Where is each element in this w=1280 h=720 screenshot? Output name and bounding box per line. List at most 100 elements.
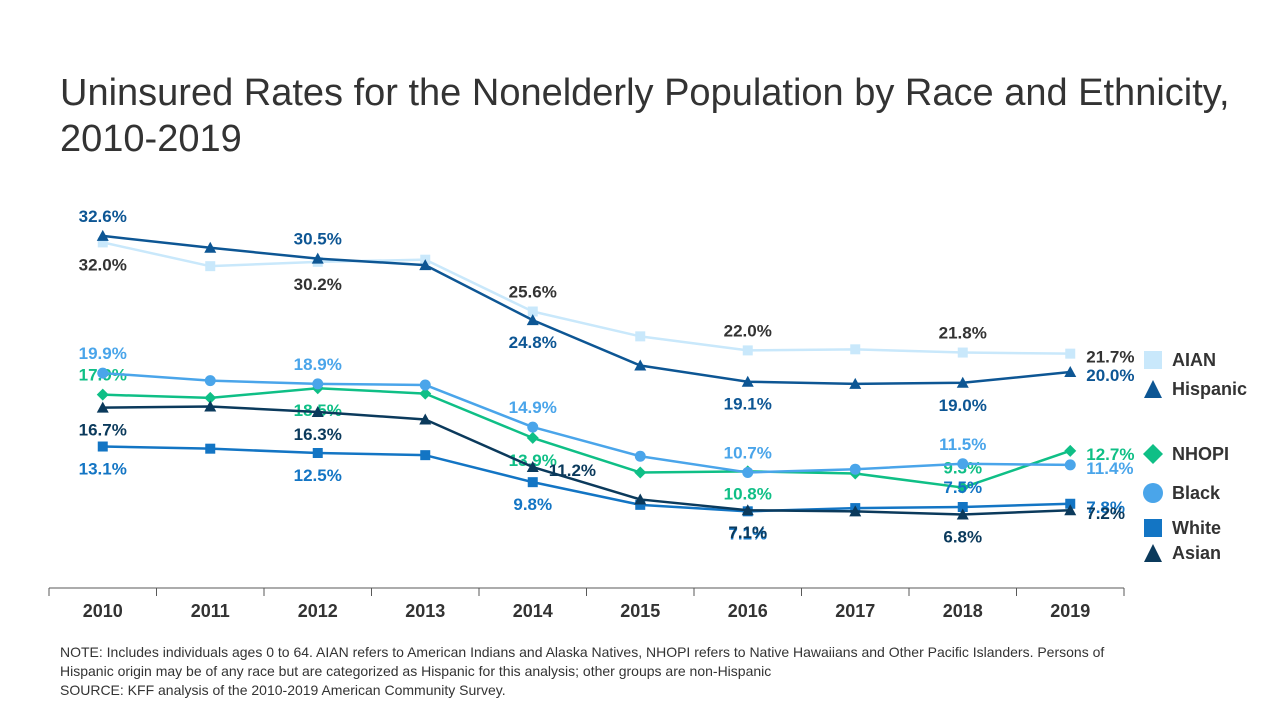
black-data-label: 11.4% <box>1086 459 1133 478</box>
white-marker <box>312 448 323 458</box>
hispanic-marker <box>1064 366 1077 377</box>
black-marker <box>634 450 646 462</box>
asian-marker <box>849 505 862 517</box>
hispanic-marker <box>526 314 539 326</box>
note-text: NOTE: Includes individuals ages 0 to 64.… <box>60 644 1105 679</box>
hispanic-marker <box>956 376 969 388</box>
hispanic-data-label: 30.5% <box>294 230 342 249</box>
asian-line <box>102 405 1071 516</box>
x-tick-label: 2013 <box>405 601 445 621</box>
series-asian: 16.7% 16.3% 11.2% 7.1% 6.8% 7.2% <box>79 400 1125 547</box>
legend-label-aian: AIAN <box>1172 349 1216 370</box>
x-tick-label: 2010 <box>83 601 123 621</box>
asian-marker <box>634 493 647 505</box>
nhopi-marker <box>526 431 539 444</box>
hispanic-data-label: 32.6% <box>79 207 127 226</box>
asian-marker <box>204 400 217 412</box>
series-black: 19.9% 18.9% 14.9% 10.7% 11.5% 11.4% <box>79 344 1134 478</box>
nhopi-marker <box>1064 444 1077 457</box>
legend-label-hispanic: Hispanic <box>1172 378 1248 399</box>
white-data-label: 12.5% <box>294 466 342 485</box>
white-marker <box>1065 498 1076 509</box>
chart-title: Uninsured Rates for the Nonelderly Popul… <box>60 72 1230 160</box>
white-data-label: 7.5% <box>943 478 982 497</box>
legend-label-black: Black <box>1172 482 1221 503</box>
triangle-marker-icon <box>1144 380 1162 398</box>
aian-data-label: 21.7% <box>1086 348 1134 367</box>
white-data-label: 13.1% <box>79 460 127 479</box>
black-line <box>102 371 1071 474</box>
x-tick-label: 2014 <box>513 601 553 621</box>
square-marker-icon <box>1144 351 1162 369</box>
x-tick-label: 2015 <box>620 601 660 621</box>
nhopi-marker <box>96 388 109 401</box>
series-aian: 32.0% 30.2% 25.6% 22.0% 21.8% 21.7% <box>79 237 1134 367</box>
aian-marker <box>1065 348 1076 359</box>
series-hispanic: 32.6% 30.5% 24.8% 19.1% 19.0% 20.0% <box>79 207 1135 415</box>
asian-marker <box>526 461 539 473</box>
x-tick-label: 2012 <box>298 601 338 621</box>
white-data-label: 9.8% <box>513 495 552 514</box>
legend-item-hispanic: Hispanic <box>1140 378 1247 400</box>
hispanic-marker <box>204 241 217 253</box>
hispanic-marker <box>419 259 432 271</box>
white-marker <box>635 499 646 510</box>
black-data-label: 19.9% <box>79 344 127 363</box>
square-marker-icon <box>1144 519 1162 537</box>
black-data-label: 11.5% <box>939 435 986 454</box>
aian-data-label: 25.6% <box>509 283 557 302</box>
aian-marker <box>527 306 538 317</box>
diamond-marker-icon <box>1143 444 1163 464</box>
aian-data-label: 22.0% <box>724 321 772 340</box>
aian-marker <box>635 331 646 342</box>
nhopi-marker <box>204 391 217 404</box>
hispanic-line <box>102 234 1071 386</box>
asian-marker <box>1064 504 1077 516</box>
black-marker <box>97 367 109 379</box>
white-marker <box>527 477 538 488</box>
legend-item-nhopi: NHOPI <box>1140 443 1229 465</box>
black-marker <box>742 466 754 478</box>
white-marker <box>957 502 968 512</box>
legend-item-white: White <box>1140 517 1221 539</box>
asian-data-label: 11.2% <box>549 461 596 480</box>
white-marker <box>205 443 216 454</box>
asian-data-label: 7.2% <box>1086 504 1125 523</box>
series-white: 13.1% 12.5% 9.8% 7.1% 7.5% 7.8% <box>79 441 1125 543</box>
hispanic-data-label: 20.0% <box>1086 366 1134 385</box>
aian-marker <box>850 344 861 355</box>
triangle-marker-icon <box>1144 544 1162 562</box>
hispanic-marker <box>634 359 647 371</box>
aian-data-label: 32.0% <box>79 255 127 274</box>
black-data-label: 10.7% <box>724 443 772 462</box>
black-data-label: 18.9% <box>294 355 342 374</box>
asian-data-label: 16.7% <box>79 421 127 440</box>
nhopi-line <box>102 386 1071 489</box>
x-tick-label: 2019 <box>1050 601 1090 621</box>
hispanic-marker <box>311 252 324 264</box>
asian-data-label: 16.3% <box>294 425 342 444</box>
nhopi-data-label: 13.9% <box>509 451 557 470</box>
x-tick-label: 2011 <box>191 601 230 621</box>
asian-marker <box>741 504 754 516</box>
black-marker <box>312 378 324 390</box>
asian-data-label: 7.1% <box>728 523 767 542</box>
legend-item-asian: Asian <box>1140 542 1221 564</box>
black-marker <box>419 379 431 391</box>
hispanic-marker <box>96 229 109 241</box>
aian-marker <box>957 347 968 358</box>
white-line <box>102 445 1071 513</box>
asian-data-label: 6.8% <box>943 528 982 547</box>
source-text: SOURCE: KFF analysis of the 2010-2019 Am… <box>60 682 506 698</box>
circle-marker-icon <box>1143 483 1163 503</box>
legend-label-asian: Asian <box>1172 542 1222 563</box>
asian-marker <box>311 405 324 417</box>
x-tick-label: 2016 <box>728 601 768 621</box>
black-marker <box>527 421 539 433</box>
aian-marker <box>742 345 753 356</box>
asian-marker <box>956 508 969 520</box>
nhopi-marker <box>634 466 647 479</box>
legend-label-white: White <box>1172 517 1221 538</box>
black-marker <box>204 375 216 387</box>
